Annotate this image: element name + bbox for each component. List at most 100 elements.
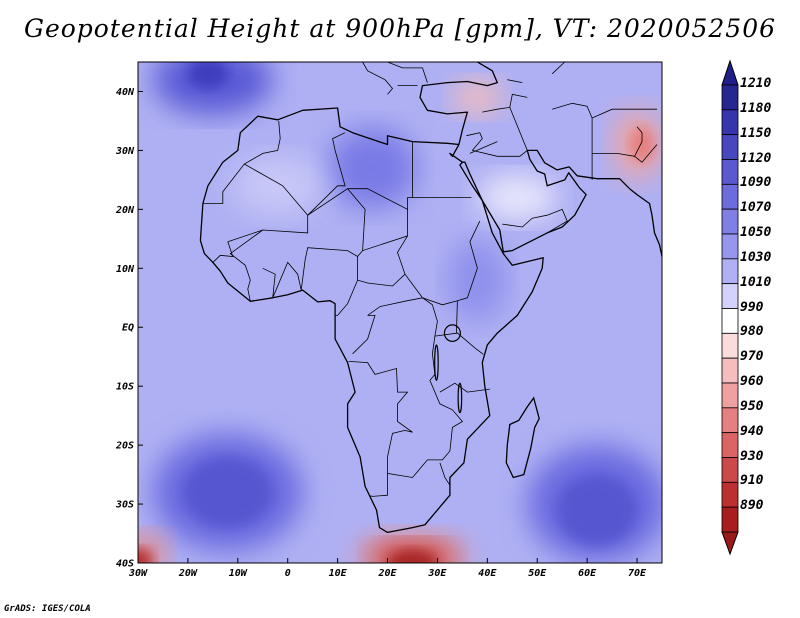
- colorbar-level-label: 1150: [740, 125, 772, 141]
- colorbar-level-label: 1090: [740, 175, 772, 191]
- coastline-mediterranean: [202, 62, 498, 204]
- country-border: [551, 62, 565, 75]
- country-border: [439, 462, 451, 486]
- colorbar-level-label: 980: [740, 324, 764, 340]
- colorbar-swatch: [721, 283, 739, 309]
- colorbar-swatch: [721, 432, 739, 458]
- axis-ticks: 30W 20W 10W 0 10E 20E 30E 40E 50E 60E 70E 40N 30N 20N…: [115, 87, 647, 579]
- lon-tick-label: 10W: [229, 568, 248, 579]
- country-border: [466, 132, 528, 157]
- colorbar-level-label: 990: [740, 299, 764, 315]
- high-north-atlantic: [152, 62, 273, 116]
- country-border: [357, 250, 406, 287]
- coastlines: [199, 62, 662, 534]
- lake-victoria: [443, 324, 461, 342]
- lat-tick-label: 30S: [115, 500, 134, 511]
- lat-tick-label: 10S: [116, 382, 134, 393]
- colorbar-swatch: [721, 208, 739, 235]
- low-sahara: [232, 156, 323, 216]
- country-border: [202, 120, 281, 204]
- lake-tanganyika: [434, 344, 439, 381]
- country-border: [482, 106, 528, 151]
- lon-tick-label: 20W: [178, 568, 198, 579]
- colorbar-level-label: 960: [740, 374, 764, 389]
- colorbar-level-label: 950: [740, 398, 764, 414]
- colorbar: [721, 59, 739, 556]
- colorbar-swatch: [721, 382, 739, 409]
- chart-title: Geopotential Height at 900hPa [gpm], VT:…: [23, 14, 777, 43]
- low-sw-corner-core: [138, 548, 153, 563]
- country-border: [509, 93, 528, 108]
- country-border: [397, 220, 481, 306]
- lat-tick-label: 20N: [115, 205, 135, 216]
- country-border: [434, 332, 484, 355]
- country-border: [507, 79, 523, 83]
- colorbar-level-label: 890: [740, 498, 764, 514]
- lon-tick-label: 20E: [377, 568, 397, 579]
- colorbar-swatch: [721, 159, 739, 185]
- country-border: [502, 208, 568, 234]
- country-border: [335, 279, 358, 316]
- colorbar-level-label: 1030: [740, 249, 772, 265]
- colorbar-swatch: [721, 183, 739, 210]
- lat-tick-label: 40N: [116, 87, 135, 98]
- colorbar-swatch: [721, 233, 739, 260]
- country-border: [456, 300, 458, 334]
- map-frame: [137, 61, 663, 564]
- high-ethiopia: [447, 238, 508, 322]
- country-border: [634, 144, 658, 163]
- lon-tick-label: 10E: [329, 568, 348, 579]
- country-border: [352, 314, 376, 355]
- grads-credit: GrADS: IGES/COLA: [4, 604, 91, 614]
- country-border: [552, 102, 593, 119]
- colorbar-swatch: [721, 258, 739, 285]
- high-south-atlantic-core: [182, 456, 273, 528]
- country-border: [229, 229, 264, 302]
- lon-tick-label: 60E: [578, 568, 597, 579]
- colorbar-swatch: [721, 84, 739, 111]
- colorbar-level-label: 970: [740, 349, 764, 365]
- country-border: [244, 141, 413, 216]
- country-border: [370, 473, 388, 497]
- coastline-arabia: [462, 149, 662, 257]
- colorbar-swatch: [721, 506, 739, 533]
- lon-tick-label: 30E: [427, 568, 447, 579]
- colorbar-swatch: [721, 407, 739, 434]
- colorbar-level-label: 1010: [740, 274, 772, 290]
- colorbar-level-label: 1070: [740, 200, 772, 216]
- low-turkey: [452, 79, 503, 116]
- colorbar-top-arrow: [721, 59, 739, 86]
- colorbar-swatch: [721, 134, 739, 160]
- country-borders: [202, 62, 658, 497]
- high-north-atlantic-core: [187, 62, 228, 89]
- country-border: [387, 62, 428, 83]
- colorbar-swatch: [721, 457, 739, 483]
- lat-tick-label: EQ: [122, 323, 134, 334]
- country-border: [439, 382, 490, 393]
- country-border: [469, 141, 498, 154]
- madagascar: [505, 396, 540, 479]
- lat-tick-label: 20S: [115, 441, 134, 452]
- country-border: [212, 241, 234, 263]
- colorbar-swatch: [721, 481, 739, 508]
- country-border: [262, 247, 358, 298]
- lon-tick-label: 0: [285, 568, 291, 579]
- colorbar-level-label: 940: [740, 423, 764, 439]
- high-indian-ocean-core: [557, 474, 638, 546]
- colorbar-level-label: 910: [740, 473, 764, 489]
- colorbar-swatch: [721, 332, 739, 359]
- coastline-west-sahara: [199, 203, 204, 241]
- lon-tick-label: 50E: [528, 568, 547, 579]
- colorbar-level-label: 1120: [740, 150, 772, 166]
- coastline-africa: [199, 144, 544, 534]
- colorbar-level-label: 1180: [740, 100, 772, 116]
- lat-tick-label: 10N: [116, 264, 135, 275]
- lat-tick-label: 30N: [115, 146, 135, 157]
- colorbar-bottom-arrow: [721, 531, 739, 556]
- height-field-contours: [138, 62, 662, 563]
- lon-tick-label: 70E: [628, 568, 647, 579]
- colorbar-level-label: 1050: [740, 225, 772, 240]
- colorbar-swatch: [721, 109, 739, 136]
- colorbar-level-label: 930: [740, 448, 764, 464]
